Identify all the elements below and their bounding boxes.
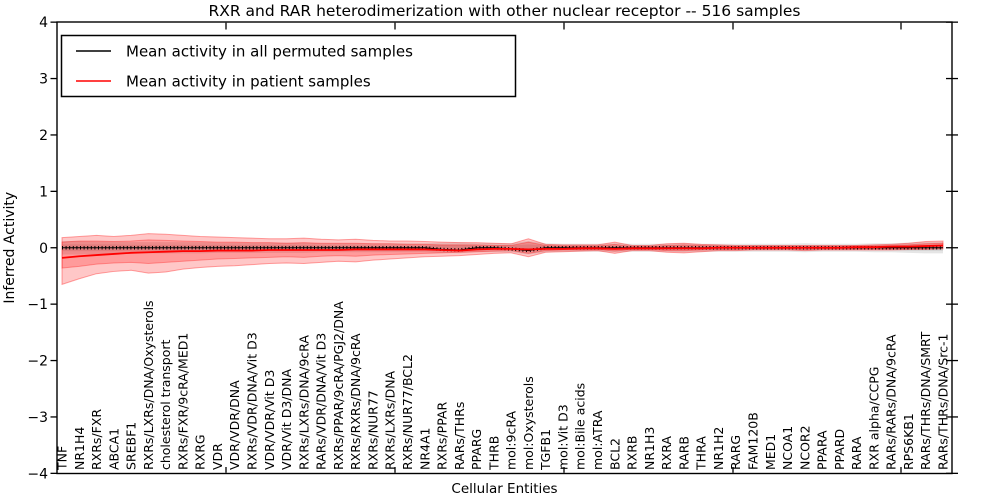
x-category-label: PPARD (832, 429, 847, 470)
legend-box (60, 34, 517, 98)
x-category-label: RARs/VDR/DNA/Vit D3 (314, 333, 329, 470)
x-category-label: mol:Bile acids (573, 383, 588, 470)
y-tick-label: 4 (39, 15, 48, 31)
x-category-label: RXRG (193, 434, 208, 470)
x-category-label: RXRs/PPAR (435, 402, 450, 470)
x-category-label: TNF (55, 446, 70, 471)
legend-label-patient: Mean activity in patient samples (126, 73, 371, 91)
x-category-label: VDR/VDR/DNA (227, 380, 242, 470)
x-category-label: SREBF1 (124, 422, 139, 470)
x-category-label: RPS6KB1 (901, 413, 916, 470)
x-category-label: VDR/Vit D3/DNA (279, 369, 294, 470)
x-category-label: RXRB (625, 435, 640, 470)
x-category-label: RARA (849, 436, 864, 470)
x-category-label: NR4A1 (417, 428, 432, 471)
x-category-label: RARs/RARs/DNA/9cRA (884, 334, 899, 470)
x-category-label: TGFB1 (538, 429, 553, 471)
x-category-label: RXRs/NUR77 (365, 390, 380, 470)
y-tick-label: −4 (27, 466, 48, 482)
x-category-label: PPARG (469, 429, 484, 470)
y-tick-label: −3 (27, 410, 48, 426)
permuted-outer-band (62, 240, 943, 255)
x-category-label: VDR (210, 443, 225, 470)
x-category-label: RXRs/PPAR/9cRA/PGJ2/DNA (331, 301, 346, 470)
x-category-label: RXRs/NUR77/BCL2 (400, 354, 415, 470)
y-tick-label: 0 (39, 241, 48, 257)
x-category-label: NR1H4 (72, 427, 87, 470)
x-category-label: mol:9cRA (504, 410, 519, 470)
x-category-label: RXRs/FXR/9cRA/MED1 (175, 333, 190, 470)
y-tick-label: 2 (39, 128, 48, 144)
x-category-label: RXRA (659, 436, 674, 470)
legend: Mean activity in all permuted samples Me… (60, 34, 517, 98)
x-category-label: RXRs/RXRs/DNA/9cRA (348, 333, 363, 470)
x-axis-label: Cellular Entities (451, 481, 557, 497)
x-category-label: NCOA1 (780, 426, 795, 470)
x-category-labels-layer: TNF NR1H4 RXRs/FXR ABCA1 SREBF1 RXRs/LXRs/DNA… (55, 300, 951, 471)
x-category-label: RXRs/LXRs/DNA/Oxysterols (141, 300, 156, 470)
x-category-label: RXRs/LXRs/DNA/9cRA (296, 335, 311, 470)
mean-lines-layer (61, 244, 944, 259)
x-category-label: RARG (728, 435, 743, 470)
x-category-label: RXRs/FXR (89, 409, 104, 470)
x-category-label: mol:ATRA (590, 410, 605, 470)
x-category-label: ABCA1 (106, 428, 121, 470)
y-tick-label: −2 (27, 354, 48, 370)
x-category-label: RARB (676, 436, 691, 470)
x-category-label: RARs/THRs/DNA/Src-1 (936, 334, 951, 470)
confidence-bands-layer (61, 233, 944, 286)
chart-title: RXR and RAR heterodimerization with othe… (208, 2, 800, 20)
x-category-label: THRA (694, 436, 709, 471)
x-category-label: BCL2 (607, 438, 622, 470)
x-category-label: NR1H3 (642, 427, 657, 470)
x-category-label: RXR alpha/CCPG (866, 367, 881, 470)
x-category-label: RARs/THRs/DNA/SMRT (918, 331, 933, 470)
x-category-label: RARs/THRs (452, 402, 467, 470)
x-category-label: RXRs/VDR/DNA/Vit D3 (245, 332, 260, 470)
y-axis-label: Inferred Activity (2, 192, 18, 304)
y-tick-label: −1 (27, 297, 48, 313)
x-category-label: FAM120B (745, 412, 760, 470)
patient-mean-line (61, 244, 944, 259)
x-category-label: NR1H2 (711, 427, 726, 470)
x-category-label: PPARA (815, 430, 830, 470)
x-category-label: mol:Oxysterols (521, 376, 536, 470)
x-category-label: MED1 (763, 434, 778, 470)
x-category-label: mol:Vit D3 (555, 404, 570, 470)
x-category-label: THRB (486, 436, 501, 471)
x-category-label: NCOR2 (797, 425, 812, 470)
axis-ticks-layer: 4 3 2 1 0 −1 −2 −3 −4 (27, 15, 958, 482)
legend-label-permuted: Mean activity in all permuted samples (126, 43, 413, 61)
y-tick-label: 1 (39, 184, 48, 200)
y-tick-label: 3 (39, 72, 48, 88)
x-category-label: RXRs/LXRs/DNA (383, 370, 398, 470)
x-category-label: VDR/VDR/Vit D3 (262, 370, 277, 470)
x-category-label: cholesterol transport (158, 339, 173, 470)
